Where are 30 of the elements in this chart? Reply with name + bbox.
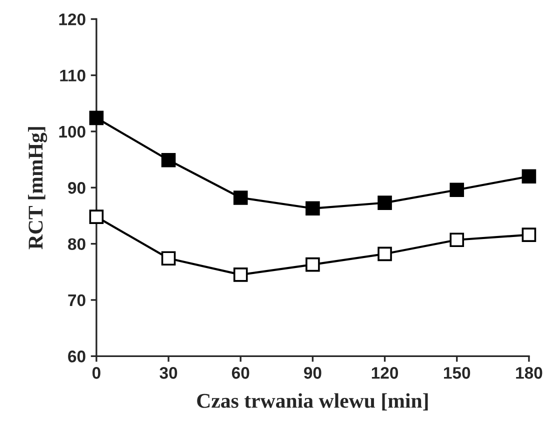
point: [378, 196, 392, 210]
x-tick-label: 120: [372, 367, 398, 379]
x-tick-label: 90: [304, 367, 322, 379]
point: [522, 169, 536, 184]
y-tick-label: 60: [68, 350, 86, 362]
point: [161, 251, 176, 266]
x-tick-label: 150: [444, 367, 470, 379]
point: [89, 210, 104, 224]
x-tick-label: 30: [160, 367, 178, 379]
y-tick-label: 100: [59, 126, 86, 138]
x-tick-label: 180: [516, 367, 542, 379]
point: [161, 152, 176, 168]
x-tick-label: 0: [92, 367, 100, 379]
y-tick-label: 120: [59, 13, 86, 26]
point: [89, 110, 104, 126]
point: [522, 228, 536, 242]
point: [306, 257, 320, 272]
y-tick-label: 110: [60, 70, 86, 82]
y-tick-label: 90: [68, 182, 86, 194]
point: [450, 232, 464, 248]
y-axis-title: RCT [mmHg]: [28, 127, 48, 250]
point: [450, 182, 464, 198]
point: [233, 268, 248, 282]
point: [306, 201, 320, 216]
y-tick-label: 80: [68, 238, 86, 250]
x-tick-label: 60: [232, 367, 250, 379]
y-tick-label: 70: [68, 294, 86, 306]
point: [378, 246, 392, 262]
x-axis-title: Czas trwania wlewu [min]: [197, 393, 428, 410]
point: [233, 190, 248, 205]
